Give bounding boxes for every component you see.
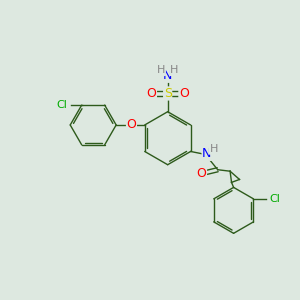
Text: O: O bbox=[196, 167, 206, 180]
Text: H: H bbox=[157, 65, 165, 76]
Text: N: N bbox=[202, 147, 212, 160]
Text: O: O bbox=[127, 118, 136, 131]
Text: H: H bbox=[170, 65, 178, 76]
Text: Cl: Cl bbox=[269, 194, 280, 204]
Text: N: N bbox=[163, 69, 172, 82]
Text: Cl: Cl bbox=[56, 100, 67, 110]
Text: O: O bbox=[146, 87, 156, 100]
Text: S: S bbox=[164, 87, 172, 100]
Text: O: O bbox=[179, 87, 189, 100]
Text: H: H bbox=[209, 144, 218, 154]
